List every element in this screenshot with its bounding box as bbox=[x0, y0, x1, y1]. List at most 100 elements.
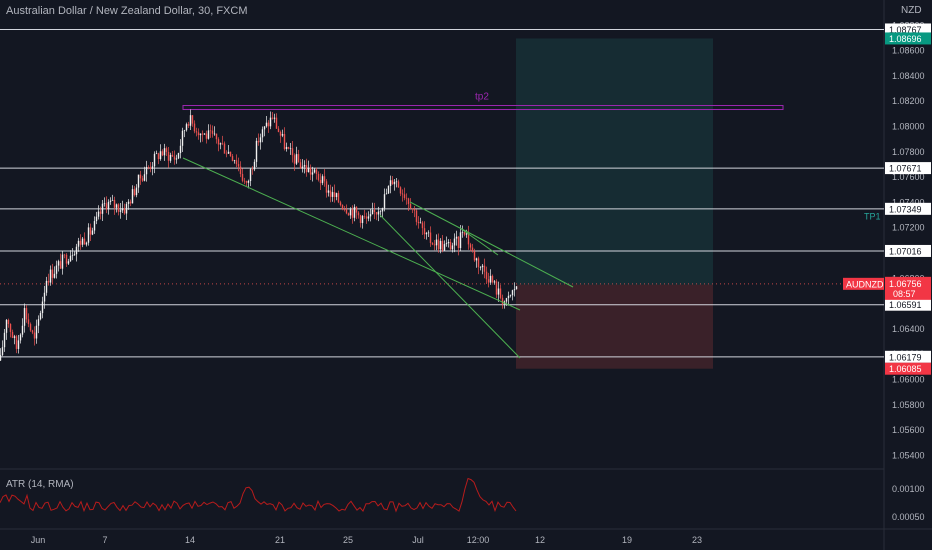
candle-body bbox=[107, 201, 110, 210]
current-price-badge bbox=[885, 276, 931, 300]
candle-body bbox=[397, 181, 400, 188]
candle-body bbox=[319, 179, 322, 184]
symbol-tag-badge bbox=[843, 277, 884, 290]
candle-body bbox=[395, 181, 398, 183]
time-tick-label: Jul bbox=[412, 535, 424, 545]
time-tick-label: 23 bbox=[692, 535, 702, 545]
candle-body bbox=[9, 323, 12, 332]
candle-body bbox=[325, 181, 328, 193]
candle-body bbox=[275, 117, 278, 129]
trend-line bbox=[409, 201, 574, 288]
candle-body bbox=[11, 331, 14, 338]
candle-body bbox=[93, 221, 96, 231]
candle-body bbox=[149, 167, 152, 169]
candle-body bbox=[259, 137, 262, 143]
candle-body bbox=[199, 133, 202, 136]
candle-body bbox=[389, 180, 392, 187]
candle-body bbox=[369, 214, 372, 217]
candle-body bbox=[509, 295, 512, 296]
candle-body bbox=[415, 210, 418, 222]
trend-line bbox=[379, 214, 521, 359]
level-price-badge bbox=[885, 298, 931, 311]
candle-body bbox=[97, 211, 100, 217]
level-price-badge bbox=[885, 202, 931, 215]
candle-body bbox=[447, 241, 450, 244]
candle-body bbox=[83, 238, 86, 245]
candle-body bbox=[329, 190, 332, 197]
candle-body bbox=[167, 151, 170, 161]
candle-body bbox=[247, 181, 250, 183]
candle-body bbox=[111, 199, 114, 201]
time-tick-label: 21 bbox=[275, 535, 285, 545]
price-tick-label: 1.07800 bbox=[892, 147, 925, 157]
candle-body bbox=[239, 166, 242, 175]
candle-body bbox=[411, 208, 414, 210]
candle-body bbox=[443, 244, 446, 251]
candle-body bbox=[5, 319, 8, 333]
candle-body bbox=[255, 140, 258, 162]
tp1-label: TP1 bbox=[864, 211, 881, 221]
candle-body bbox=[417, 221, 420, 224]
candle-body bbox=[507, 295, 510, 299]
candle-body bbox=[197, 132, 200, 136]
candle-body bbox=[313, 169, 316, 173]
candle-body bbox=[497, 288, 500, 295]
candle-body bbox=[341, 205, 344, 210]
candle-body bbox=[263, 126, 266, 130]
stop-price-badge bbox=[885, 362, 931, 375]
candle-body bbox=[159, 151, 162, 160]
candle-body bbox=[265, 122, 268, 127]
price-tick-label: 1.08600 bbox=[892, 46, 925, 56]
candle-body bbox=[27, 319, 30, 325]
candle-body bbox=[335, 193, 338, 198]
candle-body bbox=[49, 269, 52, 283]
candle-body bbox=[45, 280, 48, 293]
candle-body bbox=[367, 216, 370, 219]
candle-body bbox=[51, 269, 54, 278]
candle-body bbox=[315, 169, 318, 174]
candle-body bbox=[191, 115, 194, 124]
candle-body bbox=[217, 139, 220, 145]
tp2-zone bbox=[182, 105, 784, 111]
candle-body bbox=[173, 156, 176, 160]
candle-body bbox=[85, 242, 88, 245]
candle-body bbox=[455, 236, 458, 239]
candle-body bbox=[171, 154, 174, 157]
candle-body bbox=[89, 227, 92, 235]
candle-body bbox=[77, 240, 80, 247]
candle-body bbox=[431, 242, 434, 245]
candle-body bbox=[489, 275, 492, 283]
candle-body bbox=[219, 143, 222, 145]
candle-body bbox=[349, 209, 352, 216]
candle-body bbox=[209, 130, 212, 132]
candle-body bbox=[169, 154, 172, 161]
candle-body bbox=[189, 115, 192, 126]
price-tick-label: 1.07400 bbox=[892, 197, 925, 207]
candle-body bbox=[387, 186, 390, 194]
candle-body bbox=[361, 216, 364, 224]
candle-body bbox=[491, 275, 494, 283]
candle-body bbox=[127, 201, 130, 204]
candle-body bbox=[105, 203, 108, 210]
candle-body bbox=[499, 288, 502, 298]
candle-body bbox=[13, 336, 16, 338]
time-tick-label: 12:00 bbox=[467, 535, 490, 545]
candle-body bbox=[439, 240, 442, 250]
candle-body bbox=[69, 255, 72, 262]
candle-body bbox=[99, 211, 102, 214]
candle-body bbox=[253, 161, 256, 170]
candle-body bbox=[165, 148, 168, 152]
candle-body bbox=[47, 280, 50, 283]
candle-body bbox=[1, 347, 4, 356]
candle-body bbox=[15, 336, 18, 349]
atr-indicator-label: ATR (14, RMA) bbox=[6, 479, 74, 490]
candle-body bbox=[351, 209, 354, 218]
candle-body bbox=[113, 199, 116, 208]
candle-body bbox=[185, 124, 188, 131]
candle-body bbox=[163, 148, 166, 156]
candle-body bbox=[35, 325, 38, 339]
candle-body bbox=[337, 193, 340, 203]
target-price-label: 1.08696 bbox=[889, 34, 922, 44]
time-tick-label: 7 bbox=[102, 535, 107, 545]
